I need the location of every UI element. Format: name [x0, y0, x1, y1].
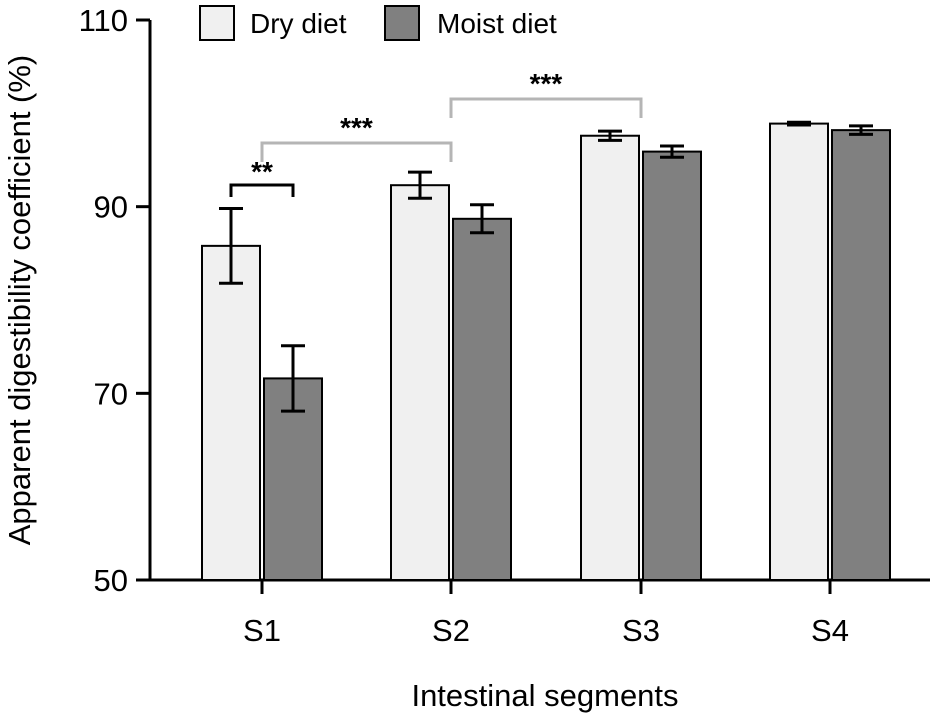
x-tick-label: S3 [622, 613, 660, 648]
x-tick-label: S1 [243, 613, 281, 648]
significance-bracket [229, 183, 295, 197]
significance-label: ** [251, 156, 273, 187]
legend: Dry diet Moist diet [199, 5, 557, 41]
moist-diet-legend-swatch [384, 5, 420, 41]
dry-diet-bar [201, 244, 261, 581]
x-axis-title: Intestinal segments [411, 678, 678, 713]
y-tick-label: 110 [79, 3, 128, 38]
dry-diet-bar [580, 134, 640, 581]
dry-diet-legend-label: Dry diet [250, 8, 347, 39]
significance-bracket [260, 141, 453, 162]
axes-group: 50 70 90 110 S1 S2 S3 S4 [79, 3, 930, 648]
moist-diet-bar [452, 217, 512, 582]
y-tick-label: 50 [94, 563, 128, 598]
bars-group [201, 120, 891, 582]
moist-diet-bar [831, 129, 891, 581]
moist-diet-bar [642, 150, 702, 581]
dry-diet-bar [390, 184, 450, 581]
significance-bracket [449, 97, 643, 118]
significance-label: *** [340, 112, 373, 143]
dry-diet-legend-swatch [199, 5, 235, 41]
x-tick-label: S4 [811, 613, 849, 648]
dry-diet-bar [769, 122, 829, 581]
significance-label: *** [530, 68, 563, 99]
moist-diet-legend-label: Moist diet [437, 8, 557, 39]
significance-group: ******** [229, 68, 643, 197]
y-tick-label: 70 [94, 376, 128, 411]
y-tick-label: 90 [94, 190, 128, 225]
x-tick-label: S2 [432, 613, 470, 648]
y-axis-title: Apparent digestibility coefficient (%) [2, 55, 37, 546]
